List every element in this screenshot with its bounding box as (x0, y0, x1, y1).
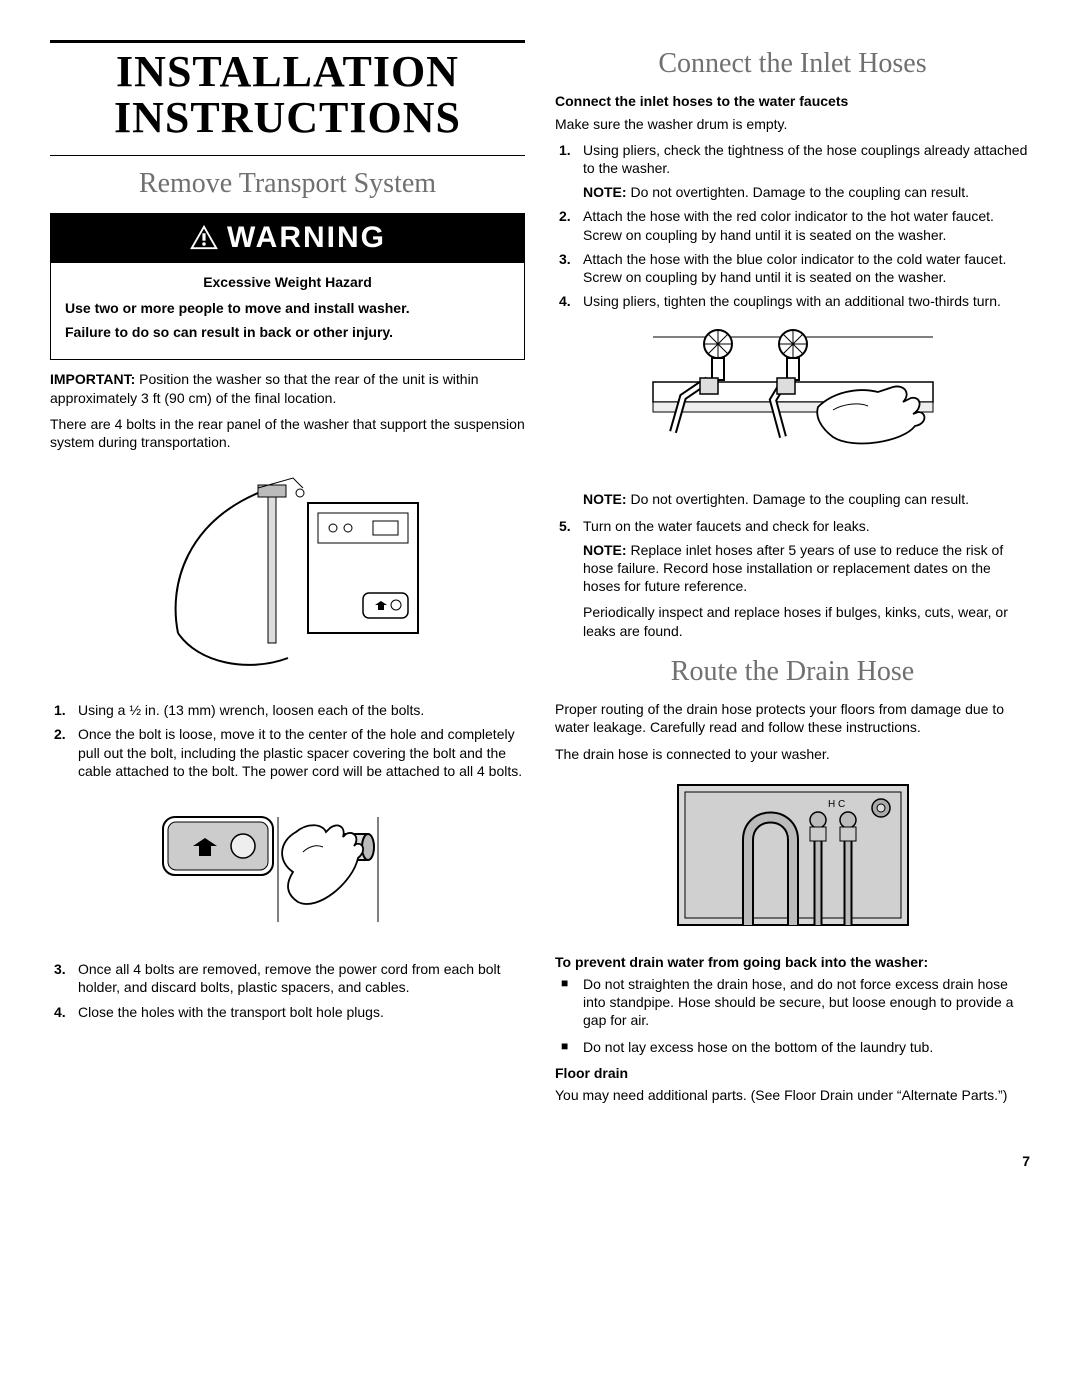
list-item: Once the bolt is loose, move it to the c… (50, 725, 525, 780)
step-note: NOTE: Do not overtighten. Damage to the … (583, 183, 1030, 201)
list-item: Attach the hose with the red color indic… (555, 207, 1030, 243)
transport-steps: Using a ½ in. (13 mm) wrench, loosen eac… (50, 701, 525, 780)
step-note: NOTE: Replace inlet hoses after 5 years … (583, 541, 1030, 596)
prevent-heading: To prevent drain water from going back i… (555, 953, 1030, 971)
warning-body: Excessive Weight Hazard Use two or more … (51, 263, 524, 360)
drain-intro-1: Proper routing of the drain hose protect… (555, 700, 1030, 736)
list-item: Using a ½ in. (13 mm) wrench, loosen eac… (50, 701, 525, 719)
floor-drain-text: You may need additional parts. (See Floo… (555, 1086, 1030, 1104)
important-note: IMPORTANT: Position the washer so that t… (50, 370, 525, 406)
warning-line-2: Failure to do so can result in back or o… (65, 323, 510, 341)
figure-faucets (555, 322, 1030, 476)
bolts-intro: There are 4 bolts in the rear panel of t… (50, 415, 525, 451)
section-title-drain: Route the Drain Hose (555, 654, 1030, 690)
drain-intro-2: The drain hose is connected to your wash… (555, 745, 1030, 763)
warning-header: WARNING (51, 214, 524, 263)
inlet-steps: Using pliers, check the tightness of the… (555, 141, 1030, 311)
important-label: IMPORTANT: (50, 371, 135, 387)
section-title-transport: Remove Transport System (50, 166, 525, 202)
hc-label: H C (828, 799, 845, 810)
page-number: 7 (50, 1152, 1030, 1170)
list-item: Turn on the water faucets and check for … (555, 517, 1030, 640)
step-note-4: NOTE: Do not overtighten. Damage to the … (583, 490, 1030, 508)
floor-drain-heading: Floor drain (555, 1064, 1030, 1082)
sub-heading-inlet: Connect the inlet hoses to the water fau… (555, 92, 1030, 110)
main-title: INSTALLATION INSTRUCTIONS (50, 49, 525, 141)
section-title-inlet: Connect the Inlet Hoses (555, 46, 1030, 82)
main-title-line-1: INSTALLATION (50, 49, 525, 95)
list-item: Once all 4 bolts are removed, remove the… (50, 960, 525, 996)
figure-transport-bolt (50, 463, 525, 687)
step-text: Using pliers, check the tightness of the… (583, 142, 1027, 176)
divider (50, 155, 525, 156)
list-item: Close the holes with the transport bolt … (50, 1003, 525, 1021)
figure-drain-hose: H C (555, 775, 1030, 939)
transport-steps-cont: Once all 4 bolts are removed, remove the… (50, 960, 525, 1021)
warning-label: WARNING (227, 218, 386, 257)
figure-bolt-removal (50, 792, 525, 946)
inlet-intro: Make sure the washer drum is empty. (555, 115, 1030, 133)
list-item: Do not straighten the drain hose, and do… (555, 975, 1030, 1030)
right-column: Connect the Inlet Hoses Connect the inle… (555, 40, 1030, 1112)
hazard-title: Excessive Weight Hazard (65, 273, 510, 291)
list-item: Attach the hose with the blue color indi… (555, 250, 1030, 286)
list-item: Do not lay excess hose on the bottom of … (555, 1038, 1030, 1056)
main-title-line-2: INSTRUCTIONS (50, 95, 525, 141)
warning-line-1: Use two or more people to move and insta… (65, 299, 510, 317)
prevent-bullets: Do not straighten the drain hose, and do… (555, 975, 1030, 1056)
warning-icon (189, 224, 219, 250)
left-column: INSTALLATION INSTRUCTIONS Remove Transpo… (50, 40, 525, 1112)
list-item: Using pliers, check the tightness of the… (555, 141, 1030, 202)
step-text: Turn on the water faucets and check for … (583, 518, 870, 534)
step-extra: Periodically inspect and replace hoses i… (583, 603, 1030, 639)
list-item: Using pliers, tighten the couplings with… (555, 292, 1030, 310)
inlet-steps-cont: Turn on the water faucets and check for … (555, 517, 1030, 640)
warning-box: WARNING Excessive Weight Hazard Use two … (50, 213, 525, 361)
